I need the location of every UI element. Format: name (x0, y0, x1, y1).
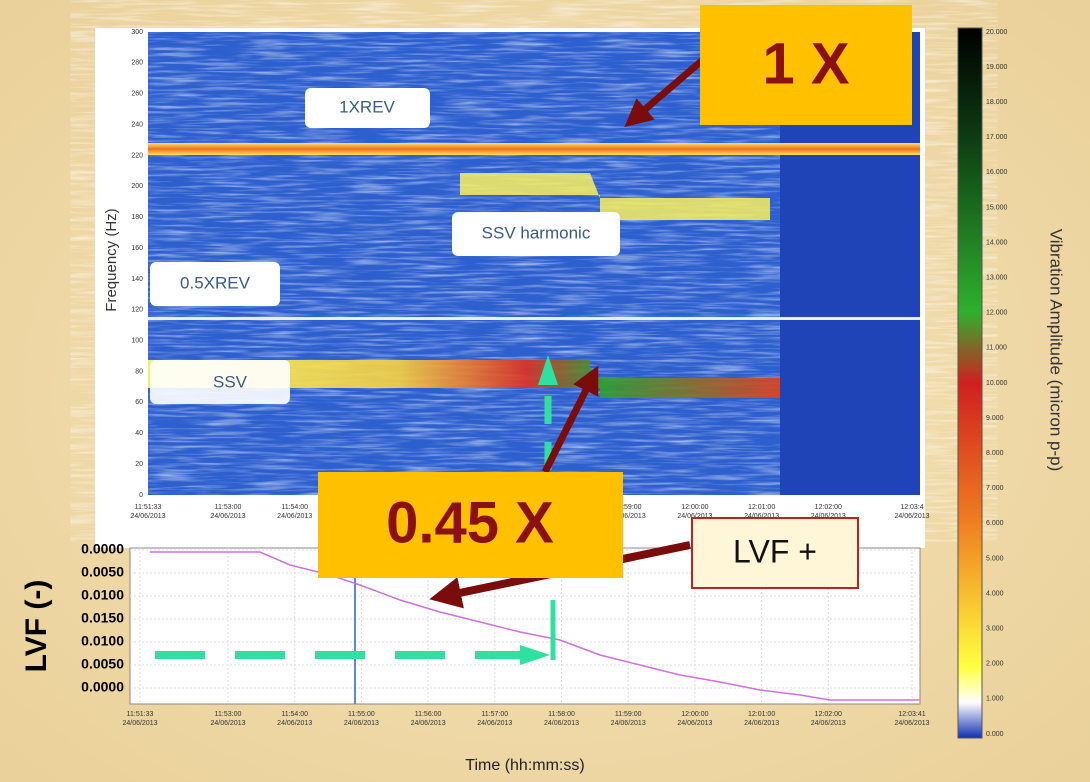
y-tick-label: 280 (131, 60, 143, 67)
y-tick-label: 180 (131, 214, 143, 221)
y-tick-label: 0.0000 (81, 541, 124, 557)
x-tick-date: 24/06/2013 (210, 513, 245, 520)
y-tick-label: 0.0050 (81, 656, 124, 672)
x-tick-date: 24/06/2013 (122, 720, 157, 727)
y-tick-label: 120 (131, 307, 143, 314)
y-tick-label: 220 (131, 152, 143, 159)
colorbar-tick: 20.000 (986, 29, 1008, 36)
y-tick-label: 160 (131, 245, 143, 252)
y-tick-label: 60 (135, 399, 143, 406)
colorbar-tick: 8.000 (986, 450, 1004, 457)
x-tick-date: 24/06/2013 (277, 720, 312, 727)
callout: 1 X (762, 31, 849, 96)
x-tick-date: 24/06/2013 (811, 720, 846, 727)
band-line (148, 317, 920, 320)
x-tick-label: 12:03:41 (898, 711, 925, 718)
callout: 0.45 X (386, 490, 554, 555)
annotation: 0.5XREV (180, 273, 251, 292)
lvf-axis-label: LVF (-) (20, 580, 53, 673)
x-tick-label: 12:00:00 (681, 504, 708, 511)
y-tick-label: 40 (135, 430, 143, 437)
y-tick-label: 20 (135, 461, 143, 468)
y-tick-label: 0.0050 (81, 564, 124, 580)
colorbar-tick: 7.000 (986, 485, 1004, 492)
y-tick-label: 0.0100 (81, 587, 124, 603)
colorbar-tick: 11.000 (986, 345, 1007, 352)
colorbar-tick: 14.000 (986, 239, 1008, 246)
y-tick-label: 0.0150 (81, 610, 124, 626)
y-axis-label: Frequency (Hz) (103, 208, 120, 311)
x-tick-date: 24/06/2013 (544, 720, 579, 727)
x-tick-label: 11:58:00 (548, 711, 575, 718)
colorbar-tick: 1.000 (986, 696, 1004, 703)
y-tick-label: 100 (131, 338, 143, 345)
x-tick-date: 24/06/2013 (894, 513, 929, 520)
x-tick-label: 12:03:4 (900, 504, 923, 511)
colorbar-tick: 4.000 (986, 590, 1004, 597)
y-tick-label: 140 (131, 276, 143, 283)
y-tick-label: 0.0000 (81, 679, 124, 695)
x-tick-label: 11:57:00 (481, 711, 508, 718)
x-tick-label: 11:56:00 (415, 711, 442, 718)
x-tick-date: 24/06/2013 (611, 720, 646, 727)
annotation: 1XREV (339, 97, 395, 116)
x-tick-label: 12:01:00 (748, 504, 775, 511)
colorbar-tick: 19.000 (986, 64, 1008, 71)
y-tick-label: 260 (131, 91, 143, 98)
y-tick-label: 80 (135, 368, 143, 375)
colorbar-tick: 0.000 (986, 731, 1004, 738)
x-tick-label: 11:51:33 (127, 711, 154, 718)
x-tick-date: 24/06/2013 (894, 720, 929, 727)
x-tick-date: 24/06/2013 (130, 513, 165, 520)
x-tick-label: 11:51:33 (135, 504, 162, 511)
colorbar-tick: 18.000 (986, 99, 1008, 106)
y-tick-label: 0 (139, 492, 143, 499)
band-1x (148, 143, 920, 155)
x-tick-label: 12:02:00 (815, 504, 842, 511)
x-tick-date: 24/06/2013 (677, 720, 712, 727)
x-tick-label: 11:54:00 (281, 711, 308, 718)
colorbar-tick: 17.000 (986, 134, 1008, 141)
colorbar-tick: 2.000 (986, 661, 1004, 668)
colorbar-tick: 3.000 (986, 626, 1004, 633)
y-tick-label: 300 (131, 29, 143, 36)
colorbar-tick: 10.000 (986, 380, 1008, 387)
colorbar-tick: 12.000 (986, 310, 1008, 317)
colorbar-tick: 6.000 (986, 520, 1004, 527)
x-axis-label: Time (hh:mm:ss) (465, 757, 584, 774)
x-tick-label: 11:53:00 (215, 711, 242, 718)
x-tick-label: 11:53:00 (215, 504, 242, 511)
x-tick-date: 24/06/2013 (344, 720, 379, 727)
x-tick-label: 12:01:00 (748, 711, 775, 718)
x-tick-date: 24/06/2013 (477, 720, 512, 727)
y-tick-label: 200 (131, 183, 143, 190)
colorbar-tick: 5.000 (986, 555, 1004, 562)
x-tick-date: 24/06/2013 (277, 513, 312, 520)
callout: LVF + (733, 533, 817, 569)
colorbar-tick: 9.000 (986, 415, 1004, 422)
annotation: SSV (213, 372, 248, 391)
colorbar-tick: 15.000 (986, 204, 1008, 211)
x-tick-label: 11:54:00 (281, 504, 308, 511)
colorbar-tick: 13.000 (986, 275, 1008, 282)
x-tick-label: 11:55:00 (348, 711, 375, 718)
x-tick-label: 12:00:00 (681, 711, 708, 718)
x-tick-label: 12:02:00 (815, 711, 842, 718)
colorbar-label: Vibration Amplitude (micron p-p) (1047, 229, 1066, 472)
y-tick-label: 240 (131, 121, 143, 128)
colorbar (958, 28, 982, 738)
colorbar-tick: 16.000 (986, 169, 1008, 176)
x-tick-label: 11:59:00 (615, 711, 642, 718)
slide: Frequency (Hz) 3002802602402202001801601… (0, 0, 1090, 782)
x-tick-date: 24/06/2013 (411, 720, 446, 727)
annotation: SSV harmonic (482, 223, 591, 242)
x-tick-date: 24/06/2013 (210, 720, 245, 727)
y-tick-label: 0.0100 (81, 633, 124, 649)
x-tick-date: 24/06/2013 (744, 720, 779, 727)
